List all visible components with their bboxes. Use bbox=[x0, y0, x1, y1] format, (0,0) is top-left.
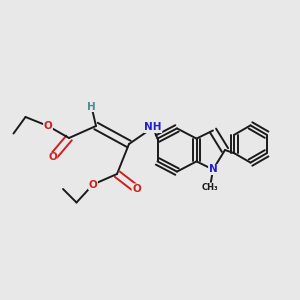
Text: CH₃: CH₃ bbox=[202, 183, 218, 192]
Text: O: O bbox=[88, 179, 98, 190]
Text: O: O bbox=[132, 184, 141, 194]
Text: N: N bbox=[208, 164, 217, 175]
Text: NH: NH bbox=[144, 122, 162, 133]
Text: O: O bbox=[44, 121, 52, 131]
Text: H: H bbox=[87, 101, 96, 112]
Text: O: O bbox=[48, 152, 57, 163]
